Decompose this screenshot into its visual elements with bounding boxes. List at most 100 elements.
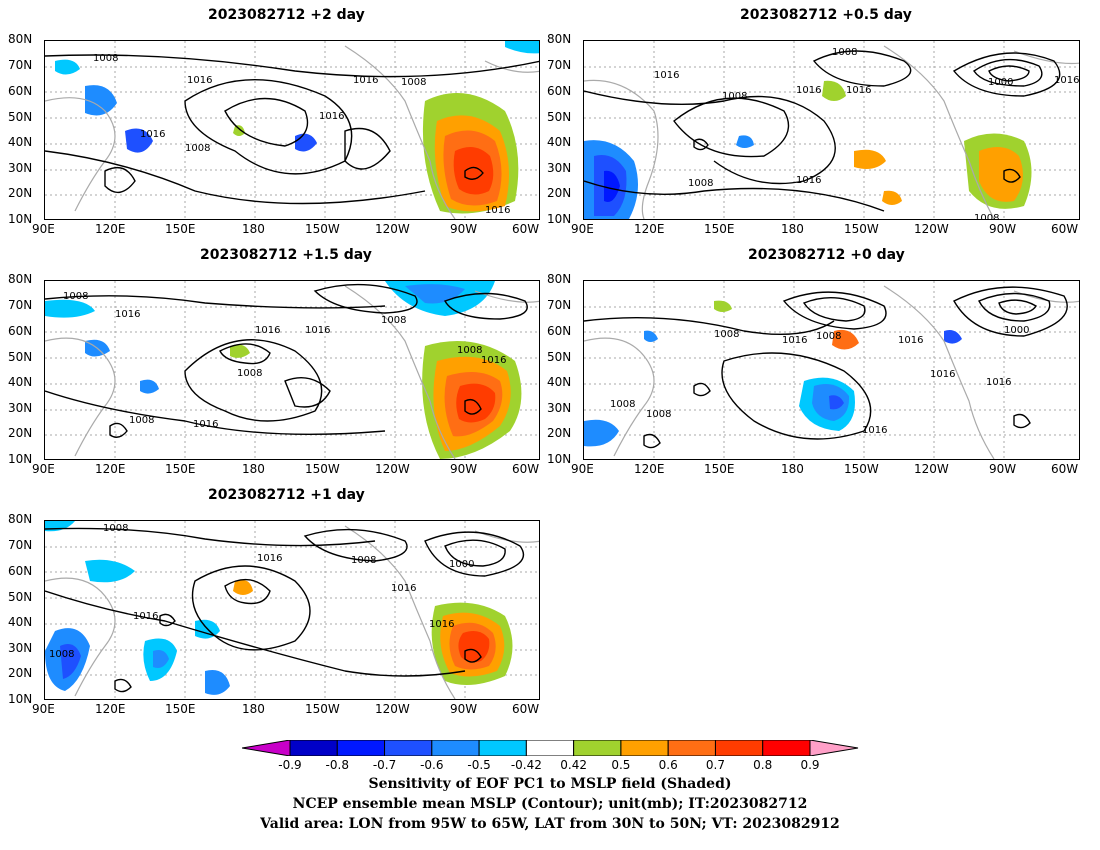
isobar-label: 1000 (449, 559, 474, 570)
isobar-label: 1008 (722, 91, 747, 102)
panel-title-plus0day: 2023082712 +0 day (748, 247, 905, 263)
lon-tick-label: 90E (571, 462, 594, 476)
isobar-label: 1008 (714, 329, 739, 340)
mslp-contours (45, 283, 528, 438)
colorbar-tick-label: -0.7 (372, 758, 397, 772)
lat-tick-label: 40N (547, 375, 572, 389)
map-panel-plus0day: 1008 1008 1016 1008 1016 1000 1016 1016 … (583, 280, 1080, 460)
colorbar (241, 739, 862, 757)
isobar-label: 1016 (353, 75, 378, 86)
isobar-label: 1016 (429, 619, 454, 630)
isobar-label: 1016 (319, 111, 344, 122)
isobar-label: 1016 (115, 309, 140, 320)
isobar-label: 1008 (93, 53, 118, 64)
isobar-label: 1016 (898, 335, 923, 346)
map-panel-plus1day: 1008 1016 1008 1016 1000 1016 1016 1008 (44, 520, 540, 700)
colorbar-tick-label: 0.6 (658, 758, 678, 772)
lon-tick-label: 120W (375, 462, 410, 476)
mslp-contours (45, 54, 539, 205)
lat-tick-label: 40N (8, 135, 33, 149)
colorbar-cell (384, 739, 433, 757)
lon-tick-label: 90E (571, 222, 594, 236)
lon-tick-label: 180 (781, 222, 804, 236)
colorbar-cell (431, 739, 480, 757)
lat-tick-label: 80N (547, 272, 572, 286)
colorbar-cell (289, 739, 338, 757)
lon-tick-label: 120E (95, 462, 126, 476)
lat-tick-label: 40N (547, 135, 572, 149)
isobar-label: 1008 (688, 178, 713, 189)
lon-tick-label: 90E (32, 462, 55, 476)
lon-tick-label: 60W (512, 462, 540, 476)
lon-tick-label: 150W (305, 222, 340, 236)
lon-tick-label: 150W (305, 462, 340, 476)
isobar-label: 1008 (351, 555, 376, 566)
isobar-label: 1016 (391, 583, 416, 594)
lat-tick-label: 30N (547, 161, 572, 175)
lon-tick-label: 150E (165, 462, 196, 476)
lon-tick-label: 60W (1051, 462, 1079, 476)
isobar-label: 1016 (193, 419, 218, 430)
lat-tick-label: 60N (8, 324, 33, 338)
lat-tick-label: 60N (547, 84, 572, 98)
colorbar-arrow-left (241, 739, 291, 757)
lat-tick-label: 80N (547, 32, 572, 46)
lat-tick-label: 50N (547, 350, 572, 364)
lat-tick-label: 20N (547, 186, 572, 200)
isobar-label: 1016 (485, 205, 510, 216)
colorbar-tick-label: -0.8 (325, 758, 349, 772)
lat-tick-label: 80N (8, 272, 33, 286)
colorbar-cell (478, 739, 527, 757)
lat-tick-label: 50N (8, 590, 33, 604)
colorbar-cell (525, 739, 575, 757)
lon-tick-label: 150W (305, 702, 340, 716)
lon-tick-label: 120W (914, 462, 949, 476)
isobar-label: 1008 (381, 315, 406, 326)
isobar-label: 1008 (63, 291, 88, 302)
colorbar-cell (762, 739, 811, 757)
lat-tick-label: 50N (8, 110, 33, 124)
panel-title-plus05day: 2023082712 +0.5 day (740, 7, 912, 23)
lon-tick-label: 120W (914, 222, 949, 236)
isobar-label: 1016 (930, 369, 955, 380)
lon-tick-label: 120W (375, 702, 410, 716)
isobar-label: 1016 (846, 85, 871, 96)
lat-tick-label: 10N (8, 452, 33, 466)
lon-tick-label: 90W (989, 462, 1017, 476)
lat-tick-label: 40N (8, 615, 33, 629)
mslp-contours (584, 286, 1068, 449)
isobar-label: 1008 (646, 409, 671, 420)
isobar-label: 1016 (255, 325, 280, 336)
isobar-label: 1016 (133, 611, 158, 622)
lat-tick-label: 70N (8, 298, 33, 312)
lat-tick-label: 10N (8, 212, 33, 226)
lon-tick-label: 120E (634, 462, 665, 476)
isobar-label: 1008 (49, 649, 74, 660)
coastline (45, 45, 539, 219)
isobar-label: 1008 (832, 47, 857, 58)
lat-tick-label: 80N (8, 32, 33, 46)
lon-tick-label: 90E (32, 222, 55, 236)
isobar-label: 1008 (401, 77, 426, 88)
map-panel-plus15day: 1008 1016 1016 1016 1008 1008 1008 1016 … (44, 280, 540, 460)
isobar-label: 1008 (129, 415, 154, 426)
lat-tick-label: 20N (8, 186, 33, 200)
lat-tick-label: 30N (8, 161, 33, 175)
isobar-label: 1016 (305, 325, 330, 336)
lat-tick-label: 70N (8, 58, 33, 72)
lat-tick-label: 10N (547, 452, 572, 466)
lat-tick-label: 50N (547, 110, 572, 124)
colorbar-tick-label: 0.5 (611, 758, 631, 772)
colorbar-cell (573, 739, 622, 757)
grid-lines (584, 281, 1079, 459)
lat-tick-label: 70N (8, 538, 33, 552)
lon-tick-label: 120E (95, 702, 126, 716)
isobar-label: 1008 (816, 331, 841, 342)
colorbar-cell (714, 739, 764, 757)
lon-tick-label: 90W (450, 462, 478, 476)
lat-tick-label: 60N (8, 564, 33, 578)
map-panel-plus05day: 1008 1016 1008 1016 1016 1000 1016 1008 … (583, 40, 1080, 220)
isobar-label: 1016 (187, 75, 212, 86)
lat-tick-label: 30N (8, 401, 33, 415)
map-panel-plus2day: 1008 1016 1016 1008 1016 1008 1016 1016 (44, 40, 540, 220)
